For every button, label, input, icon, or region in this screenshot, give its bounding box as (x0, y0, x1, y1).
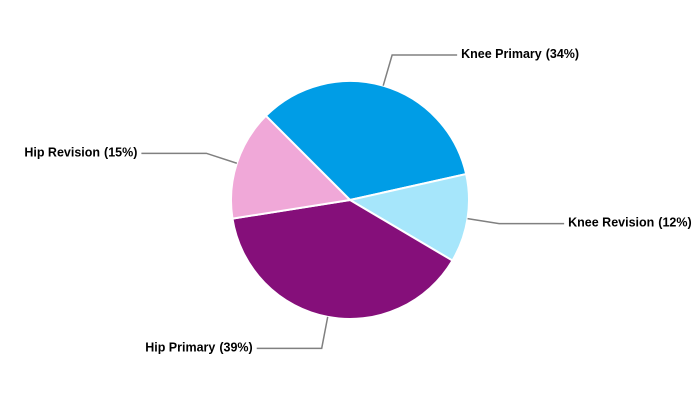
slice-percent: (39%) (219, 341, 252, 355)
slice-name: Knee Revision (568, 216, 654, 230)
slice-label: Knee Primary (34%) (461, 47, 579, 61)
pie-slice (231, 198, 454, 320)
leader-line (141, 152, 238, 164)
slice-percent: (12%) (658, 216, 691, 230)
leader-line (382, 54, 458, 86)
slice-label: Hip Primary (39%) (145, 341, 253, 355)
slice-name: Knee Primary (461, 47, 542, 61)
slice-name: Hip Revision (24, 146, 100, 160)
pie-slice (347, 172, 470, 262)
slice-name: Hip Primary (145, 341, 215, 355)
slice-label: Knee Revision (12%) (568, 216, 691, 230)
leader-line (467, 217, 565, 225)
slice-label: Hip Revision (15%) (24, 146, 137, 160)
pie-slice (230, 114, 353, 220)
leader-line (256, 316, 329, 350)
slice-percent: (15%) (104, 146, 137, 160)
slice-percent: (34%) (546, 47, 579, 61)
